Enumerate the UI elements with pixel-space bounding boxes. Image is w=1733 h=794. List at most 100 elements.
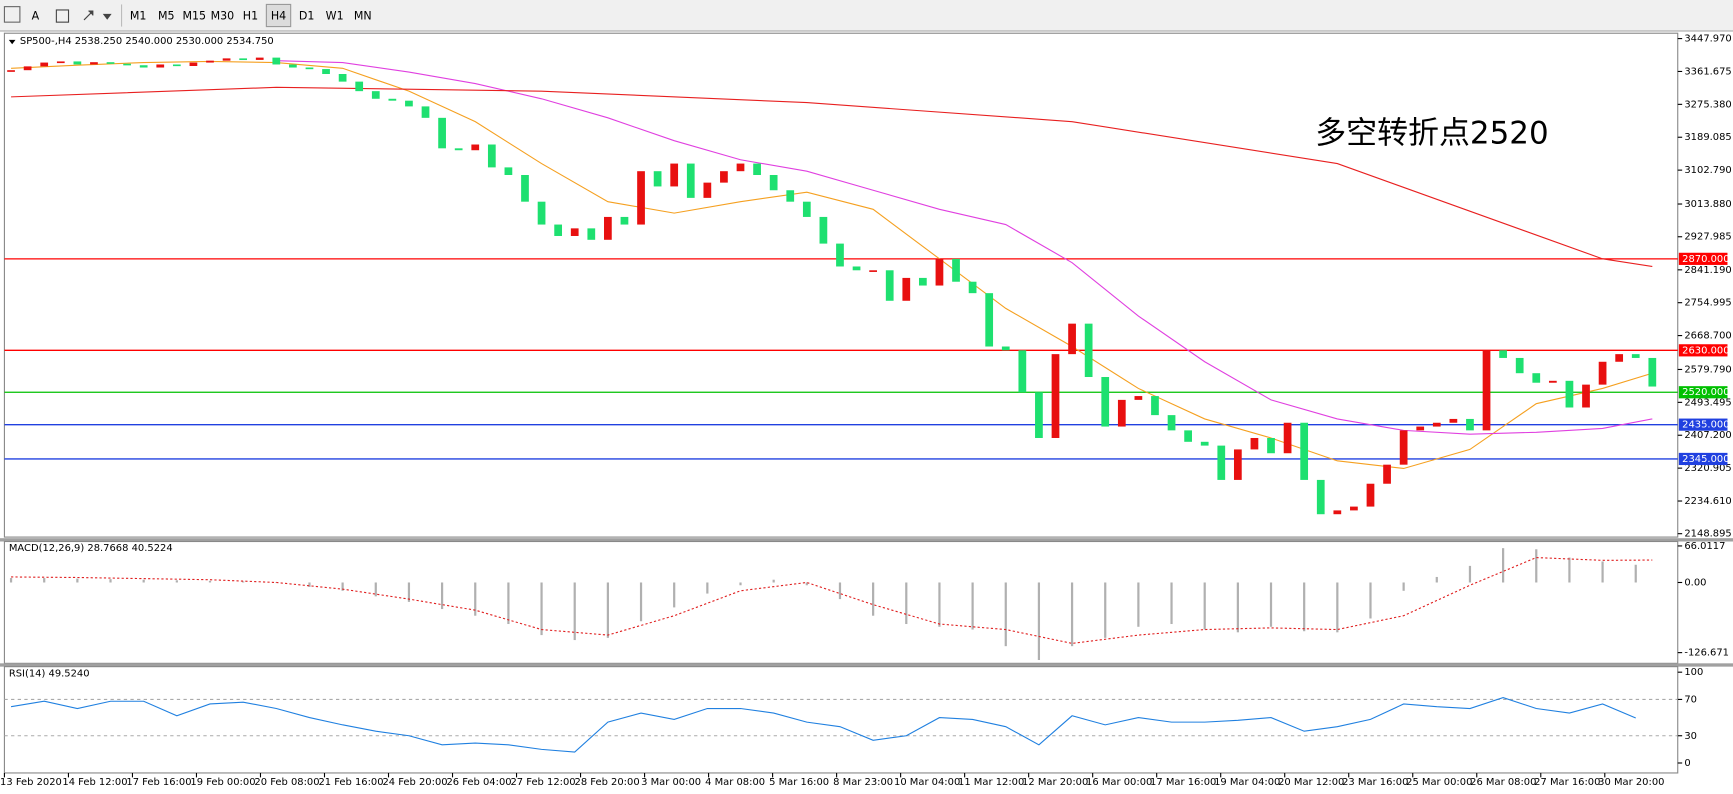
candle xyxy=(1598,361,1607,385)
candle xyxy=(720,171,728,183)
timeframe-button[interactable]: H4 xyxy=(271,10,286,23)
x-tick-label: 26 Mar 08:00 xyxy=(1470,777,1536,788)
timeframe-button[interactable]: H1 xyxy=(243,10,258,23)
timeframe-button[interactable]: MN xyxy=(354,10,372,23)
candle xyxy=(902,277,911,301)
timeframe-button[interactable]: W1 xyxy=(326,10,344,23)
candle xyxy=(1267,437,1275,454)
rsi-title: RSI(14) 49.5240 xyxy=(9,668,90,679)
candle xyxy=(438,117,446,149)
text-tool[interactable]: A xyxy=(32,10,40,23)
price-level-tag xyxy=(1678,452,1728,466)
candle xyxy=(1001,346,1010,351)
y-tick-label: 0.00 xyxy=(1684,577,1706,588)
candle xyxy=(1532,373,1541,383)
candle xyxy=(952,258,960,282)
macd-bar xyxy=(1634,564,1637,583)
candle xyxy=(222,58,231,61)
candle xyxy=(1416,426,1425,431)
macd-bar xyxy=(938,582,941,627)
x-tick-label: 26 Feb 04:00 xyxy=(446,777,511,788)
y-tick-label: 3447.970 xyxy=(1684,34,1731,45)
timeframe-button[interactable]: M5 xyxy=(158,10,175,23)
candle xyxy=(1300,422,1309,480)
x-tick-label: 17 Feb 16:00 xyxy=(126,777,191,788)
macd-bar xyxy=(706,582,709,594)
macd-bar xyxy=(905,582,908,625)
timeframe-active xyxy=(265,3,292,28)
timeframe-button[interactable]: M1 xyxy=(130,10,147,23)
x-tick-label: 16 Mar 00:00 xyxy=(1086,777,1152,788)
candle xyxy=(968,281,977,294)
candle xyxy=(239,58,248,61)
candle xyxy=(836,243,844,267)
candle xyxy=(852,266,861,271)
candle xyxy=(1134,396,1143,400)
arrow-tool[interactable] xyxy=(83,10,112,21)
macd-bar xyxy=(1037,582,1041,661)
timeframe-button[interactable]: M30 xyxy=(211,10,235,23)
x-tick-label: 27 Feb 12:00 xyxy=(510,777,575,788)
candle xyxy=(40,62,49,67)
candle xyxy=(289,64,297,68)
macd-bar xyxy=(606,582,609,638)
x-tick-label: 3 Mar 00:00 xyxy=(641,777,701,788)
candle xyxy=(1383,464,1391,484)
x-tick-label: 20 Feb 08:00 xyxy=(254,777,319,788)
label-tool[interactable] xyxy=(55,9,70,23)
candle xyxy=(90,62,98,65)
macd-bar xyxy=(971,582,974,630)
candle xyxy=(1151,396,1159,416)
candle xyxy=(670,163,679,187)
candle xyxy=(1018,350,1027,393)
macd-bar xyxy=(474,582,477,616)
x-tick-label: 25 Mar 00:00 xyxy=(1406,777,1472,788)
macd-bar xyxy=(1601,561,1604,583)
candle xyxy=(653,171,662,187)
timeframe-button[interactable]: D1 xyxy=(299,10,315,23)
candle xyxy=(504,167,513,176)
macd-bar xyxy=(1104,582,1107,638)
candle xyxy=(1250,437,1259,450)
price-level-tag xyxy=(1678,344,1728,357)
y-tick-label: 2579.790 xyxy=(1684,364,1731,375)
candle xyxy=(454,148,463,151)
candle xyxy=(156,64,165,68)
cursor-icon[interactable] xyxy=(3,6,21,23)
y-tick-label: 2668.700 xyxy=(1684,331,1731,342)
macd-bar xyxy=(9,578,13,583)
candle xyxy=(1515,357,1524,374)
candle xyxy=(570,228,579,236)
x-tick-label: 8 Mar 23:00 xyxy=(833,777,893,788)
candle xyxy=(1499,350,1507,358)
y-tick-label: 3102.790 xyxy=(1684,165,1731,176)
candle xyxy=(73,61,82,65)
macd-bar xyxy=(872,582,875,616)
x-tick-label: 17 Mar 16:00 xyxy=(1150,777,1216,788)
macd-bar xyxy=(440,582,444,610)
candle xyxy=(1068,323,1076,355)
price-level-tag xyxy=(1678,418,1728,431)
candle xyxy=(1316,479,1325,515)
x-tick-label: 4 Mar 08:00 xyxy=(705,777,765,788)
timeframe-button[interactable]: M15 xyxy=(183,10,207,23)
candle xyxy=(753,163,761,176)
x-tick-label: 28 Feb 20:00 xyxy=(575,777,640,788)
y-tick-label: 30 xyxy=(1684,731,1697,742)
candle xyxy=(1217,445,1226,480)
price-level-label: 2520.000 xyxy=(1682,387,1729,398)
candle xyxy=(1184,430,1192,442)
candle xyxy=(1084,323,1093,378)
chart-title: SP500-,H4 2538.250 2540.000 2530.000 253… xyxy=(20,36,274,47)
candle xyxy=(338,74,347,82)
candle xyxy=(1399,430,1408,465)
macd-bar xyxy=(772,579,775,583)
candle xyxy=(7,70,15,72)
macd-bar xyxy=(341,582,344,591)
x-tick-label: 12 Mar 20:00 xyxy=(1022,777,1088,788)
candle xyxy=(1648,357,1657,387)
x-tick-label: 13 Feb 2020 xyxy=(0,777,62,788)
y-tick-label: 2407.200 xyxy=(1684,430,1731,441)
y-tick-label: 2234.610 xyxy=(1684,496,1731,507)
